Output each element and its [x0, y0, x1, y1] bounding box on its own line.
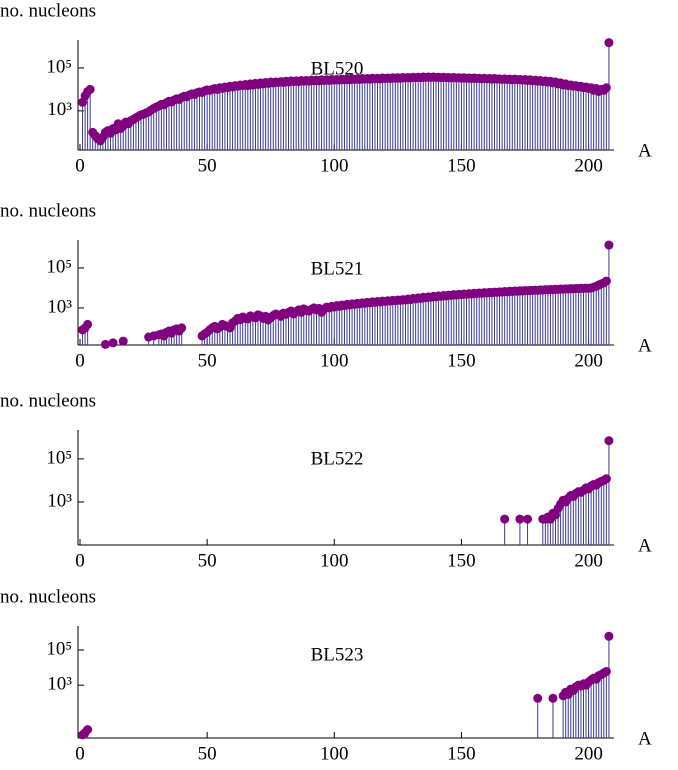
y-axis-label: no. nucleons: [0, 0, 96, 21]
point: [100, 339, 110, 349]
x-tick-label: 150: [447, 350, 476, 371]
point: [601, 83, 611, 93]
point: [83, 725, 93, 735]
panel: no. nucleons A BL521 10³ 10⁵ 0 50 100 150 200: [0, 200, 652, 371]
point: [515, 514, 525, 524]
x-tick-label: 200: [574, 350, 603, 371]
panel: no. nucleons A BL522 10³ 10⁵ 0 50 100 150 200: [0, 390, 652, 571]
point: [601, 666, 611, 676]
y-tick-label: 10⁵: [46, 638, 72, 659]
x-tick-label: 200: [574, 155, 603, 176]
point: [601, 474, 611, 484]
panel-title: BL523: [311, 644, 364, 665]
point: [548, 693, 558, 703]
panel: no. nucleons A BL520 10³ 10⁵ 0 50 100 150 200: [0, 0, 652, 176]
panel-title: BL521: [311, 258, 364, 279]
point: [604, 38, 614, 48]
panel: no. nucleons A BL523 10³ 10⁵ 0 50 100 150 200: [0, 586, 652, 764]
point: [523, 514, 533, 524]
point: [604, 436, 614, 446]
x-tick-label: 50: [198, 350, 217, 371]
x-tick-label: 150: [447, 550, 476, 571]
x-axis-label: A: [638, 335, 652, 356]
panel-title: BL520: [311, 58, 364, 79]
y-tick-label: 10⁵: [46, 256, 72, 277]
point: [118, 336, 128, 346]
x-tick-label: 200: [574, 743, 603, 764]
x-tick-label: 150: [447, 155, 476, 176]
y-axis-label: no. nucleons: [0, 200, 96, 221]
panel-title: BL522: [311, 448, 364, 469]
x-tick-label: 0: [75, 155, 85, 176]
x-axis-label: A: [638, 535, 652, 556]
x-tick-label: 100: [320, 743, 349, 764]
x-tick-label: 0: [75, 743, 85, 764]
y-axis-label: no. nucleons: [0, 390, 96, 411]
y-tick-label: 10³: [47, 296, 72, 317]
point: [85, 84, 95, 94]
y-tick-label: 10³: [47, 674, 72, 695]
point: [108, 338, 118, 348]
y-tick-label: 10⁵: [46, 447, 72, 468]
point: [601, 276, 611, 286]
y-tick-label: 10³: [47, 490, 72, 511]
x-tick-label: 100: [320, 550, 349, 571]
point: [83, 319, 93, 329]
x-tick-label: 200: [574, 550, 603, 571]
x-tick-label: 150: [447, 743, 476, 764]
point: [604, 240, 614, 250]
x-tick-label: 50: [198, 550, 217, 571]
point: [500, 514, 510, 524]
y-tick-label: 10⁵: [46, 56, 72, 77]
x-axis-label: A: [638, 728, 652, 749]
x-tick-label: 100: [320, 350, 349, 371]
x-tick-label: 50: [198, 155, 217, 176]
x-tick-label: 50: [198, 743, 217, 764]
y-tick-label: 10³: [47, 99, 72, 120]
x-tick-label: 0: [75, 550, 85, 571]
point: [533, 693, 543, 703]
x-axis-label: A: [638, 140, 652, 161]
point: [177, 323, 187, 333]
x-tick-label: 0: [75, 350, 85, 371]
y-axis-label: no. nucleons: [0, 586, 96, 607]
x-tick-label: 100: [320, 155, 349, 176]
point: [604, 631, 614, 641]
